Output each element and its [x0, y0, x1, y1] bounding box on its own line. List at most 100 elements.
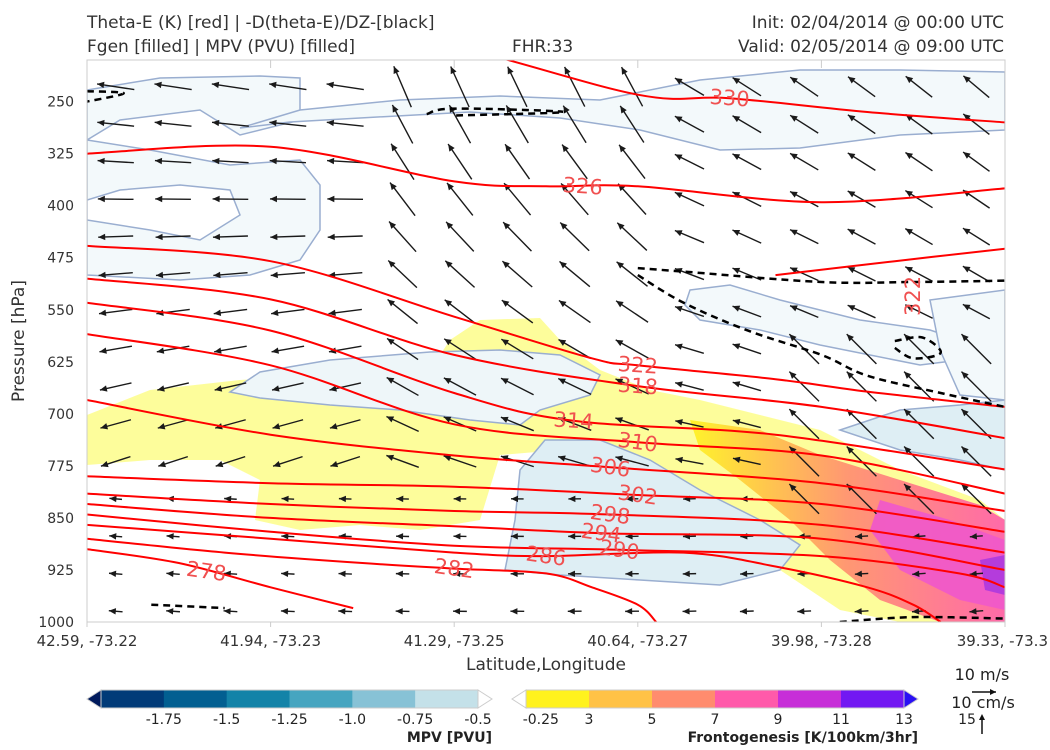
theta-e-line-290 [87, 513, 1005, 589]
wind-vector [213, 308, 248, 316]
wind-vector [503, 182, 532, 216]
wind-vector [444, 260, 476, 288]
theta-e-label-310: 310 [616, 428, 659, 457]
wind-vector [732, 343, 762, 355]
x-tick-label: 39.98, -73.28 [771, 632, 872, 650]
wind-vector [443, 377, 477, 396]
mpv-colorbar-tick-label: -1.5 [213, 712, 240, 728]
wind-vector [732, 305, 762, 318]
valid-time: Valid: 02/05/2014 @ 09:00 UTC [738, 37, 1004, 57]
wind-vector [732, 456, 761, 466]
mpv-colorbar-title: MPV [PVU] [407, 730, 492, 746]
theta-e-label-306: 306 [589, 453, 632, 482]
wind-vector [327, 195, 364, 203]
fgen-colorbar-frame [525, 689, 905, 709]
wind-vector [155, 271, 191, 279]
theta-e-label-294: 294 [580, 519, 623, 548]
wind-vector [96, 81, 135, 91]
wind-vector [212, 233, 248, 241]
x-tick-label: 42.59, -73.22 [37, 632, 138, 650]
wind-vector [158, 455, 189, 468]
wind-vector [625, 495, 639, 503]
wind-vector [962, 303, 991, 320]
wind-vector [445, 221, 475, 252]
fgen-fill-peak [870, 500, 1005, 610]
wind-vector [386, 337, 419, 361]
y-axis: 250 325 400 475 550 625 700 775 850 925 1000 [38, 95, 74, 631]
wind-vector [501, 299, 534, 324]
wind-vector [510, 570, 525, 578]
wind-vector [211, 81, 250, 91]
wind-vector [272, 455, 303, 468]
ddz-contours [87, 89, 1005, 622]
wind-vector [732, 115, 762, 134]
wind-vector [674, 115, 705, 133]
wind-vector [905, 75, 933, 98]
wind-vector [615, 417, 650, 431]
wind-vector [846, 333, 877, 365]
wind-vector [962, 227, 991, 246]
wind-vector [788, 483, 820, 515]
y-tick-label: 775 [47, 459, 74, 475]
wind-vector [281, 570, 295, 578]
wind-vector [395, 608, 410, 615]
wind-vector [847, 114, 876, 135]
x-tick-label: 40.64, -73.27 [587, 632, 688, 650]
wind-vector [854, 608, 869, 615]
mpv-colorbar-swatch [415, 690, 479, 708]
wind-vector [444, 299, 476, 324]
wind-vector [788, 408, 820, 440]
y-tick-label: 400 [47, 199, 74, 215]
wind-vector [386, 454, 420, 468]
wind-vector [166, 608, 180, 615]
wind-vector [904, 228, 933, 246]
x-axis: 42.59, -73.22 41.94, -73.23 41.29, -73.25 4… [37, 60, 1048, 650]
wind-vector [154, 81, 192, 91]
wind-vector [625, 570, 639, 577]
wind-vector [510, 533, 524, 540]
wind-vector [847, 76, 876, 98]
wind-vector [443, 416, 477, 432]
wind-vector [732, 229, 762, 244]
theta-e-line-306 [87, 399, 1005, 512]
theta-e-line-322 [775, 247, 1005, 277]
wind-vector [568, 533, 582, 540]
wind-vector [224, 495, 237, 503]
fgen-colorbar-swatch [841, 690, 905, 708]
wind-vector [788, 371, 820, 402]
mpv-colorbar-tick-label: -1.25 [271, 712, 307, 728]
wind-vector [674, 343, 705, 354]
mpv-fill-upper-left [87, 75, 301, 141]
wind-vector [903, 446, 935, 477]
y-tick-label: 250 [47, 95, 74, 111]
wind-vector [99, 345, 133, 354]
wind-vector [903, 483, 935, 515]
wind-vector [682, 570, 697, 577]
wind-vector [797, 608, 812, 615]
vector-key-vertical: 10 cm/s [951, 693, 1015, 712]
wind-vector [395, 570, 410, 578]
wind-vector [789, 76, 819, 97]
wind-vector [446, 182, 474, 216]
wind-vector [269, 81, 307, 91]
wind-vector [447, 143, 473, 180]
wind-vector [271, 382, 304, 392]
wind-vector [567, 570, 582, 577]
wind-vector [568, 495, 581, 503]
wind-vector [905, 151, 933, 172]
wind-vector [157, 419, 189, 430]
wind-vector [450, 66, 470, 108]
wind-vector [615, 300, 649, 323]
wind-vector [396, 495, 409, 503]
wind-vector [281, 533, 295, 540]
wind-vector [789, 267, 819, 282]
wind-vector [732, 418, 761, 429]
wind-vector [443, 455, 477, 468]
ddz-dashed-contour [151, 603, 225, 610]
theta-e-line-318 [87, 277, 1005, 440]
theta-e-label-302: 302 [616, 480, 659, 509]
y-tick-label: 850 [47, 511, 74, 527]
wind-vector [674, 229, 705, 244]
x-tick-label: 41.29, -73.25 [404, 632, 505, 650]
